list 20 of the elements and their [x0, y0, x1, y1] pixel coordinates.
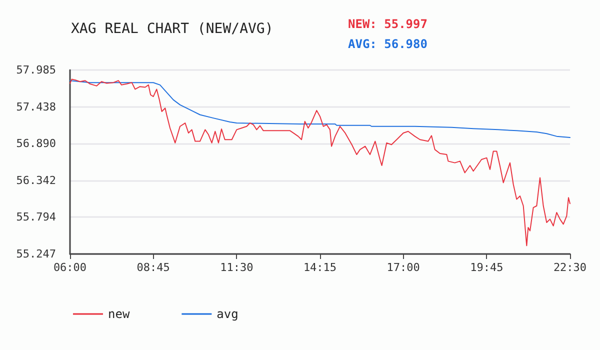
legend-label: new: [108, 307, 130, 321]
line-series: [70, 80, 570, 138]
text: NEW: 55.997: [348, 17, 428, 31]
x-tick-label: 11:30: [220, 261, 254, 274]
y-tick-label: 57.985: [16, 64, 56, 76]
x-tick-label: 22:30: [553, 261, 587, 274]
y-tick-label: 55.794: [16, 210, 56, 224]
legend-label: avg: [216, 307, 238, 321]
y-tick-label: 55.247: [16, 248, 56, 260]
y-tick-label: 56.890: [16, 137, 56, 150]
text: AVG: 56.980: [348, 37, 428, 51]
x-tick-label: 19:45: [470, 261, 504, 274]
x-tick-label: 17:00: [386, 261, 420, 274]
y-tick-label: 57.438: [16, 100, 56, 114]
line-series: [70, 78, 570, 246]
x-tick-label: 08:45: [136, 261, 170, 274]
chart-title: XAG REAL CHART (NEW/AVG): [71, 21, 274, 37]
y-tick-label: 56.342: [16, 174, 56, 187]
x-tick-label: 14:15: [303, 261, 337, 274]
x-tick-label: 06:00: [53, 261, 87, 274]
